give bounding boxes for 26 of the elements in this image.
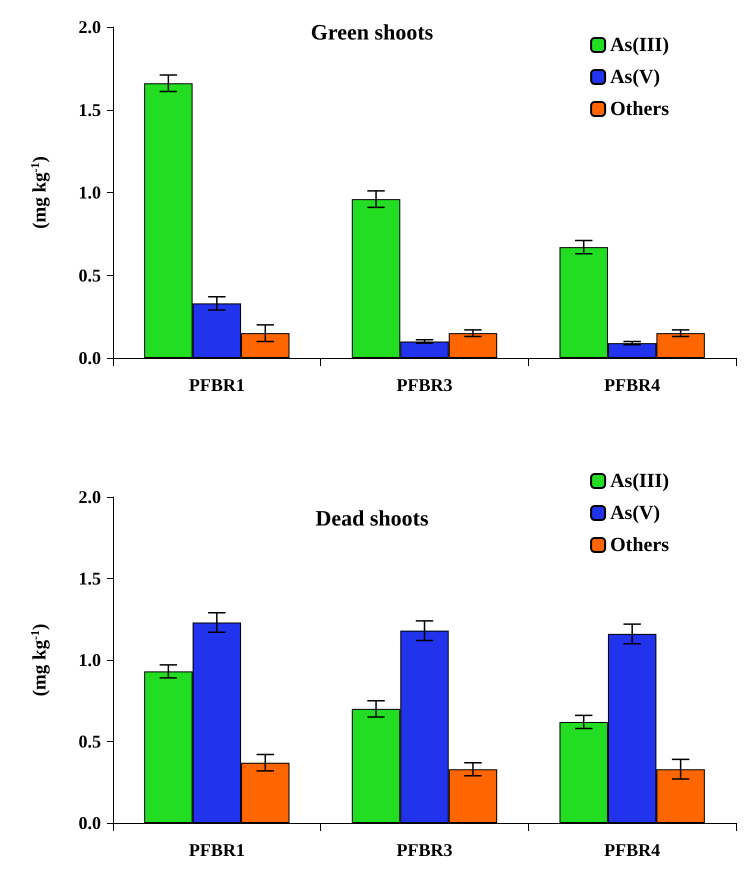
- legend-label: Others: [610, 98, 670, 120]
- legend-label: As(III): [610, 470, 670, 492]
- y-tick-label: 1.5: [78, 568, 101, 588]
- y-tick-label: 0.0: [78, 813, 101, 833]
- legend-label: As(V): [610, 502, 660, 524]
- x-tick-label: PFBR4: [604, 375, 660, 395]
- x-tick-label: PFBR3: [396, 840, 452, 860]
- y-axis-title: (mg kg-1): [28, 624, 50, 696]
- x-tick-label: PFBR4: [604, 840, 660, 860]
- y-tick-label: 1.0: [78, 650, 101, 670]
- chart-title: Green shoots: [310, 20, 434, 44]
- y-tick-label: 2.0: [78, 17, 101, 37]
- y-tick-label: 1.0: [78, 182, 101, 202]
- y-axis-title: (mg kg-1): [28, 156, 50, 229]
- legend-label: As(V): [610, 66, 660, 88]
- y-tick-label: 0.0: [78, 348, 101, 368]
- x-tick-label: PFBR1: [188, 375, 245, 395]
- x-tick-label: PFBR1: [188, 840, 245, 860]
- legend-label: As(III): [610, 34, 670, 56]
- y-tick-label: 0.5: [78, 732, 101, 752]
- y-tick-label: 2.0: [78, 487, 101, 507]
- chart-title: Dead shoots: [315, 506, 429, 530]
- legend-label: Others: [610, 534, 670, 556]
- y-tick-label: 1.5: [78, 100, 101, 120]
- y-tick-label: 0.5: [78, 265, 101, 286]
- x-tick-label: PFBR3: [396, 375, 452, 395]
